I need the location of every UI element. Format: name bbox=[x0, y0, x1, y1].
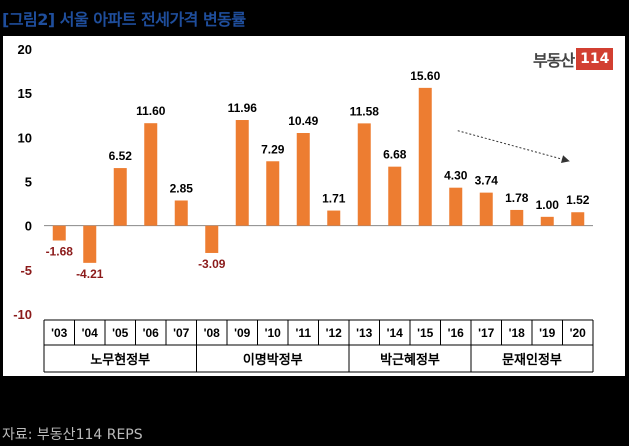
data-label: 7.29 bbox=[261, 142, 285, 156]
trend-arrow-line bbox=[457, 130, 570, 162]
bar bbox=[144, 123, 158, 226]
y-tick-label: -10 bbox=[13, 307, 32, 322]
source-note: 자료: 부동산114 REPS bbox=[2, 427, 143, 443]
x-tick-label: '08 bbox=[204, 326, 221, 340]
footnote-1: 주1) 문재인정부 4년차(2020년)는 1월~5월 누적 기준임 bbox=[2, 382, 343, 398]
bar bbox=[52, 225, 66, 241]
x-tick-label: '11 bbox=[295, 326, 311, 340]
data-label: 1.78 bbox=[505, 191, 529, 205]
bar bbox=[113, 168, 127, 226]
y-tick-label: -5 bbox=[20, 263, 32, 278]
x-tick-label: '17 bbox=[478, 326, 495, 340]
bar bbox=[266, 161, 280, 226]
group-label: 문재인정부 bbox=[502, 352, 562, 368]
logo-text: 부동산 bbox=[533, 51, 575, 70]
x-tick-label: '07 bbox=[173, 326, 190, 340]
bar bbox=[479, 192, 493, 226]
data-label: 10.49 bbox=[288, 114, 318, 128]
bar bbox=[540, 216, 554, 226]
bar bbox=[83, 225, 97, 263]
y-tick-label: 5 bbox=[25, 175, 32, 190]
data-label: -3.09 bbox=[198, 257, 226, 271]
group-label: 노무현정부 bbox=[90, 352, 150, 368]
data-label: 1.00 bbox=[536, 198, 560, 212]
y-tick-label: 0 bbox=[25, 219, 32, 234]
footnote-2: 주2) 2017년은 탄핵 영향으로 문재인정부와 박근혜정부가 중첩됨 bbox=[2, 405, 388, 421]
data-label: -1.68 bbox=[46, 245, 74, 259]
bar bbox=[571, 212, 585, 226]
x-tick-label: '12 bbox=[326, 326, 343, 340]
x-tick-label: '13 bbox=[356, 326, 373, 340]
bar bbox=[235, 120, 249, 226]
x-tick-label: '05 bbox=[112, 326, 129, 340]
x-tick-label: '06 bbox=[143, 326, 160, 340]
bar bbox=[174, 200, 188, 226]
bar bbox=[296, 133, 310, 226]
x-tick-label: '15 bbox=[417, 326, 434, 340]
logo-number: 114 bbox=[576, 48, 614, 70]
data-label: 1.71 bbox=[322, 192, 346, 206]
data-label: 6.68 bbox=[383, 148, 407, 162]
y-tick-label: 10 bbox=[18, 130, 32, 145]
x-tick-label: '16 bbox=[448, 326, 465, 340]
x-tick-label: '20 bbox=[570, 326, 587, 340]
x-tick-label: '14 bbox=[387, 326, 404, 340]
bar bbox=[357, 123, 371, 226]
x-tick-label: '10 bbox=[265, 326, 282, 340]
bar bbox=[205, 225, 219, 253]
data-label: 4.30 bbox=[444, 169, 468, 183]
plot-background bbox=[3, 36, 625, 376]
bar bbox=[449, 187, 463, 226]
y-tick-label: 20 bbox=[18, 42, 32, 57]
group-label: 이명박정부 bbox=[243, 352, 303, 368]
data-label: 11.58 bbox=[350, 104, 380, 118]
bar bbox=[388, 166, 402, 226]
x-tick-label: '09 bbox=[234, 326, 251, 340]
x-tick-label: '18 bbox=[509, 326, 526, 340]
data-label: 6.52 bbox=[109, 149, 133, 163]
unit-label: (단위: %) bbox=[564, 23, 619, 38]
data-label: 11.60 bbox=[136, 104, 166, 118]
x-tick-label: '04 bbox=[82, 326, 99, 340]
data-label: 15.60 bbox=[410, 69, 440, 83]
chart-title: [그림2] 서울 아파트 전세가격 변동률 bbox=[2, 10, 246, 29]
data-label: 3.74 bbox=[475, 174, 499, 188]
y-tick-label: 15 bbox=[18, 86, 32, 101]
trend-arrow-head bbox=[560, 155, 570, 163]
group-label: 박근혜정부 bbox=[380, 352, 440, 368]
data-label: 11.96 bbox=[228, 101, 258, 115]
data-label: -4.21 bbox=[76, 267, 104, 281]
bar bbox=[418, 87, 432, 226]
bar bbox=[327, 210, 341, 226]
brand-logo: 부동산 114 bbox=[533, 47, 614, 71]
data-label: 2.85 bbox=[170, 181, 194, 195]
x-tick-label: '19 bbox=[539, 326, 556, 340]
data-label: 1.52 bbox=[566, 193, 590, 207]
x-tick-label: '03 bbox=[51, 326, 68, 340]
bar bbox=[510, 209, 524, 226]
